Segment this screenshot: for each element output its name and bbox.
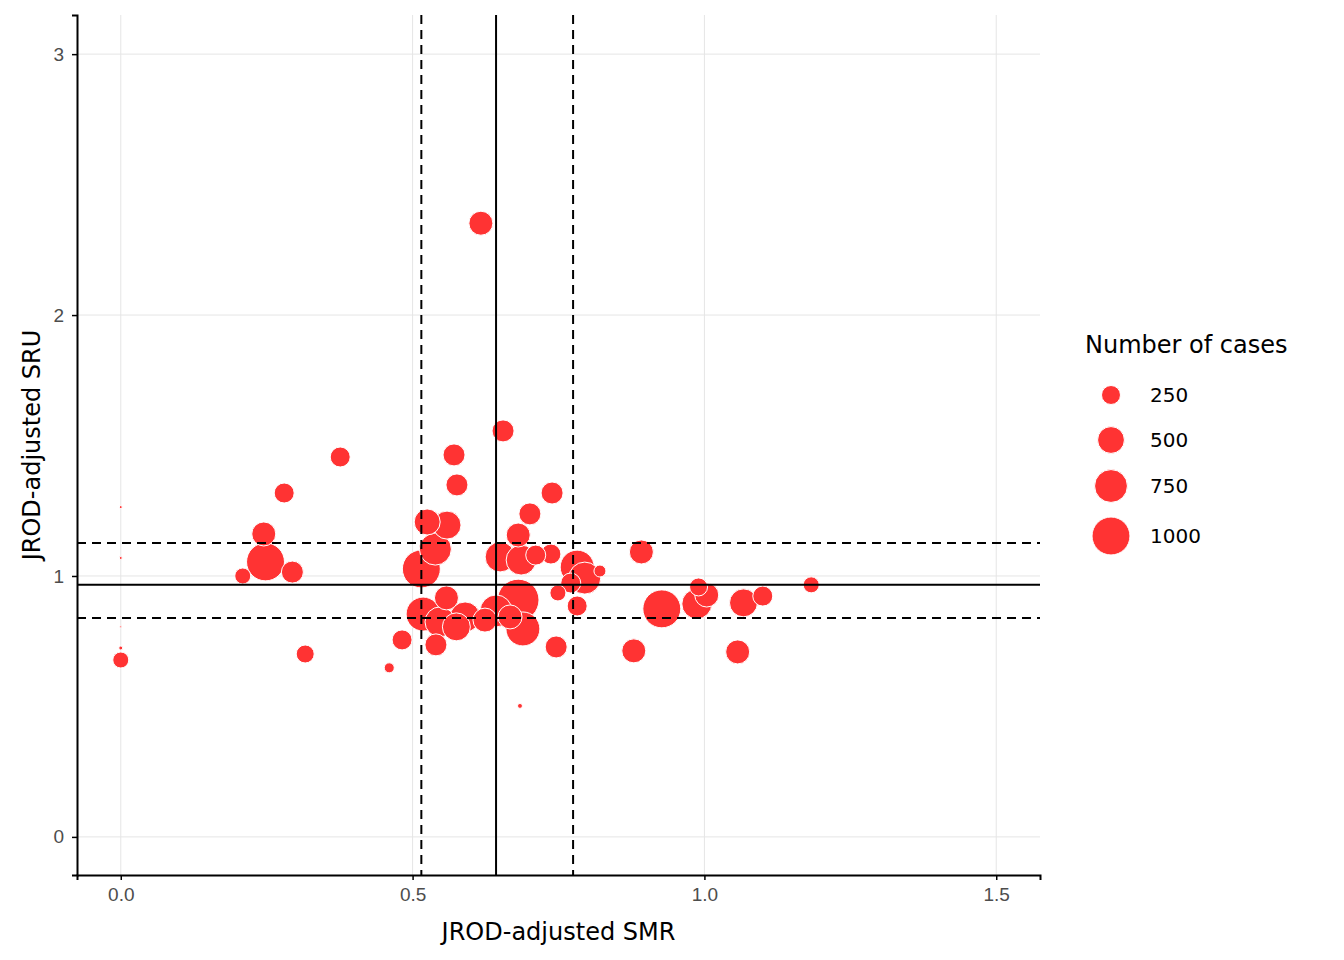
bubble: [296, 645, 314, 663]
bubble: [446, 474, 468, 496]
tick: 0.0: [108, 875, 134, 905]
legend: Number of cases 250 500 750 1000: [1085, 331, 1287, 555]
bubble: [119, 646, 123, 650]
grid-line: [412, 15, 413, 875]
grid-line: [120, 15, 121, 875]
axis-line: [78, 876, 1041, 881]
tick-mark: [121, 875, 123, 880]
tick-label: 3: [53, 44, 64, 65]
tick-mark: [72, 837, 77, 839]
legend-label: 1000: [1150, 524, 1201, 548]
bubble: [392, 630, 412, 650]
bubble: [274, 483, 294, 503]
tick-label: 0.5: [400, 884, 426, 905]
grid-line: [996, 15, 997, 875]
bubble: [414, 509, 440, 535]
bubble: [235, 568, 251, 584]
reference-line: [420, 15, 422, 875]
chart: 0.0 0.5 1.0 1.5 0 1 2 3 JROD-adjusted SMR JROD-ad…: [0, 0, 1344, 960]
bubble: [384, 663, 394, 673]
bubble: [120, 626, 122, 628]
tick-mark: [704, 875, 706, 880]
legend-title: Number of cases: [1085, 331, 1287, 359]
tick-mark: [72, 54, 77, 56]
legend-symbol: [1102, 386, 1121, 405]
grid-line: [77, 836, 1040, 837]
bubble: [247, 543, 285, 581]
tick: 2: [53, 305, 77, 326]
reference-line: [495, 15, 497, 875]
bubble: [567, 596, 587, 616]
legend-symbol: [1092, 517, 1130, 555]
y-axis-title: JROD-adjusted SRU: [18, 330, 46, 563]
tick: 1: [53, 566, 77, 587]
tick-mark: [72, 315, 77, 317]
bubble: [541, 482, 563, 504]
bubble: [753, 586, 773, 606]
x-axis-title: JROD-adjusted SMR: [440, 918, 676, 946]
bubble: [281, 561, 303, 583]
bubble: [643, 590, 681, 628]
tick-label: 1.5: [984, 884, 1010, 905]
bubble: [550, 585, 566, 601]
grid-line: [77, 315, 1040, 316]
bubble: [443, 444, 465, 466]
reference-line: [77, 584, 1040, 586]
bubble: [594, 565, 606, 577]
bubble: [425, 634, 447, 656]
grid-line: [77, 575, 1040, 576]
bubble: [518, 703, 523, 708]
reference-line: [572, 15, 574, 875]
bubble: [113, 652, 129, 668]
tick: 0: [53, 826, 77, 847]
bubble: [330, 447, 350, 467]
bubble: [726, 640, 750, 664]
grid-line: [704, 15, 705, 875]
tick-label: 1: [53, 566, 64, 587]
points: [77, 15, 1040, 875]
bubble: [469, 211, 493, 235]
tick-mark: [72, 576, 77, 578]
legend-label: 250: [1150, 383, 1188, 407]
legend-label: 750: [1150, 474, 1188, 498]
bubble: [119, 557, 122, 560]
tick-mark: [412, 875, 414, 880]
bubble: [545, 636, 567, 658]
reference-line: [77, 542, 1040, 544]
bubble: [434, 586, 458, 610]
tick: 1.0: [692, 875, 718, 905]
y-axis: 0 1 2 3: [53, 16, 77, 876]
axis-line: [72, 16, 78, 876]
bubble: [498, 605, 522, 629]
tick: 1.5: [984, 875, 1010, 905]
tick: 0.5: [400, 875, 426, 905]
tick-mark: [996, 875, 998, 880]
tick-label: 0: [53, 826, 64, 847]
grid: [77, 15, 1040, 875]
tick-label: 0.0: [108, 884, 134, 905]
reference-line: [77, 617, 1040, 619]
tick-label: 1.0: [692, 884, 718, 905]
x-axis: 0.0 0.5 1.0 1.5: [78, 875, 1041, 905]
grid-line: [77, 54, 1040, 55]
bubble: [622, 639, 646, 663]
bubble: [119, 506, 122, 509]
tick-label: 2: [53, 305, 64, 326]
legend-symbol: [1095, 470, 1128, 503]
bubble: [526, 545, 546, 565]
legend-label: 500: [1150, 428, 1188, 452]
bubble: [519, 503, 541, 525]
bubble: [473, 608, 497, 632]
legend-symbol: [1098, 427, 1125, 454]
bubble: [690, 578, 708, 596]
tick: 3: [53, 44, 77, 65]
